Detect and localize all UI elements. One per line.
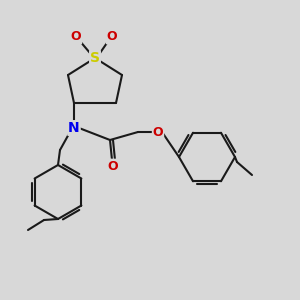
Text: O: O [71, 31, 81, 44]
Text: O: O [108, 160, 118, 172]
Text: S: S [90, 51, 100, 65]
Text: N: N [68, 121, 80, 135]
Text: O: O [107, 31, 117, 44]
Text: O: O [153, 125, 163, 139]
